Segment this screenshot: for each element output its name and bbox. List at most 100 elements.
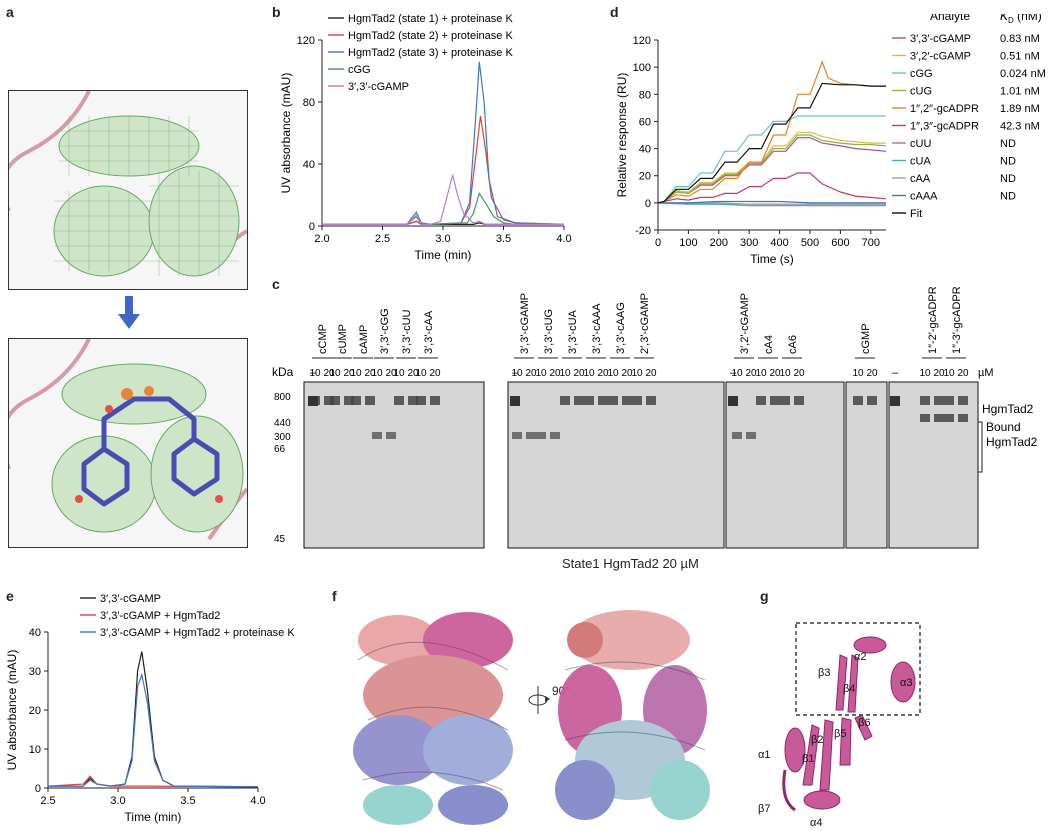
- legend-kd-value: ND: [1000, 156, 1016, 168]
- lane-label-3-2-cgamp: 3′,2′-cGAMP: [739, 293, 751, 354]
- rotation-icon: [526, 676, 566, 721]
- protein-domain-g: α2 β3 β4 α3 β6 β5 β2 α1 β1 β7 α4: [758, 622, 921, 829]
- x-tick-label: 4.0: [556, 233, 571, 245]
- conc-label: 10: [511, 368, 523, 379]
- label-alpha1: α1: [758, 749, 770, 761]
- band-free: [794, 396, 804, 405]
- axes: 0 100 200 300 400 500 600 700 -20 0 20 40 60 80 100 120…: [615, 35, 886, 266]
- legend-label: HgmTad2 (state 3) + proteinase K: [348, 47, 513, 59]
- band-free: [574, 396, 584, 405]
- label-beta6: β6: [858, 717, 870, 729]
- x-tick-label: 300: [740, 237, 758, 249]
- y-tick-label: 120: [633, 35, 651, 47]
- x-tick-label: 3.0: [110, 795, 125, 807]
- y-tick-label: -20: [635, 225, 651, 237]
- legend-kd-title: KD (nM): [1000, 14, 1042, 25]
- y-tick-label: 20: [639, 171, 651, 183]
- conc-label: 10: [852, 368, 864, 379]
- legend-label: HgmTad2 (state 2) + proteinase K: [348, 30, 513, 42]
- legend-label: HgmTad2 (state 1) + proteinase K: [348, 14, 513, 25]
- panel-label-e: e: [6, 588, 14, 604]
- legend-kd-value: 42.3 nM: [1000, 121, 1040, 133]
- legend-label: 3′,3′-cGAMP + HgmTad2 + proteinase K: [100, 627, 295, 639]
- label-alpha4: α4: [810, 817, 822, 829]
- conc-label: 10: [535, 368, 547, 379]
- lane-label-2-3-cgamp: 2′,3′-cGAMP: [639, 293, 651, 354]
- band-bound: [746, 432, 756, 439]
- chart-d: 0 100 200 300 400 500 600 700 -20 0 20 40 60 80 100 120…: [615, 14, 1046, 266]
- band-free: [608, 396, 618, 405]
- right-label-hgmtad2: HgmTad2: [982, 402, 1034, 416]
- density-map-bottom: [8, 338, 248, 548]
- label-beta2: β2: [811, 734, 823, 746]
- legend-label: cGG: [910, 68, 933, 80]
- band-free: [632, 396, 642, 405]
- control-dash: –: [512, 367, 519, 379]
- conc-label: 10: [415, 368, 427, 379]
- conc-label: 10: [583, 368, 595, 379]
- density-map-top-image: [9, 91, 247, 277]
- label-beta1: β1: [802, 753, 814, 765]
- legend-label: 3′,3′-cGAMP: [100, 593, 161, 605]
- lane-label-3-3-caa: 3′,3′-cAA: [423, 310, 435, 354]
- gel-segment: [845, 381, 888, 549]
- band-free: [365, 396, 375, 405]
- conc-label: 20: [364, 368, 376, 379]
- lane-label-3-3-cgg: 3′,3′-cGG: [379, 308, 391, 354]
- conc-label: 10: [755, 368, 767, 379]
- y-tick-label: 20: [29, 705, 41, 717]
- band-free: [646, 396, 656, 405]
- panel-label-c: c: [272, 276, 280, 292]
- legend-kd-value: ND: [1000, 173, 1016, 185]
- legend-label: 3′,3′-cGAMP: [348, 81, 409, 93]
- gel-segment: [507, 381, 725, 549]
- control-dash: –: [892, 367, 899, 379]
- y-tick-label: 40: [303, 159, 315, 171]
- conc-label: 20: [745, 368, 757, 379]
- conc-label: 20: [407, 368, 419, 379]
- legend-kd-value: 1.01 nM: [1000, 86, 1040, 98]
- x-tick-label: 2.5: [40, 795, 55, 807]
- label-alpha2: α2: [854, 651, 866, 663]
- band-control: [308, 396, 318, 406]
- band-bound: [920, 414, 930, 422]
- panel-label-b: b: [272, 4, 281, 20]
- band-free: [958, 396, 968, 405]
- conc-label: 20: [933, 368, 945, 379]
- band-bound: [944, 414, 954, 422]
- series-line-cgg: [657, 115, 886, 204]
- conc-label: 20: [793, 368, 805, 379]
- legend-label: cAA: [910, 173, 931, 185]
- kda-label: kDa: [272, 365, 294, 379]
- label-alpha3: α3: [900, 677, 912, 689]
- density-map-bottom-image: [9, 339, 247, 541]
- marker-label: 800: [274, 392, 291, 403]
- y-tick-label: 30: [29, 666, 41, 678]
- series-line-3-2-cgamp: [657, 131, 886, 204]
- y-tick-label: 0: [309, 221, 315, 233]
- conc-label: 10: [731, 368, 743, 379]
- control-dash: –: [730, 367, 737, 379]
- legend-label: cUG: [910, 86, 932, 98]
- legend-label: 3′,3′-cGAMP: [910, 33, 971, 45]
- legend-kd-value: 0.024 nM: [1000, 68, 1046, 80]
- conc-label: 10: [350, 368, 362, 379]
- band-bound: [536, 432, 546, 439]
- band-bound: [372, 432, 382, 439]
- series-line-hgmtad2-state-3-proteinase-k: [322, 61, 565, 226]
- panel-label-g: g: [760, 588, 769, 604]
- series-line-fit: [657, 82, 886, 204]
- label-beta5: β5: [834, 728, 846, 740]
- protein-structure-front: [353, 612, 513, 825]
- legend-kd-value: 0.51 nM: [1000, 51, 1040, 63]
- x-tick-label: 2.5: [375, 233, 390, 245]
- series-line-cgg: [322, 191, 564, 225]
- arrow-down-icon: [118, 296, 140, 335]
- band-free: [934, 396, 944, 405]
- gel-caption: State1 HgmTad2 20 µM: [562, 556, 699, 571]
- series-line-3-3-cgamp-hgmtad2: [47, 775, 259, 788]
- legend-kd-value: ND: [1000, 191, 1016, 203]
- bound-bracket: [978, 421, 983, 473]
- density-map-top: [8, 90, 248, 290]
